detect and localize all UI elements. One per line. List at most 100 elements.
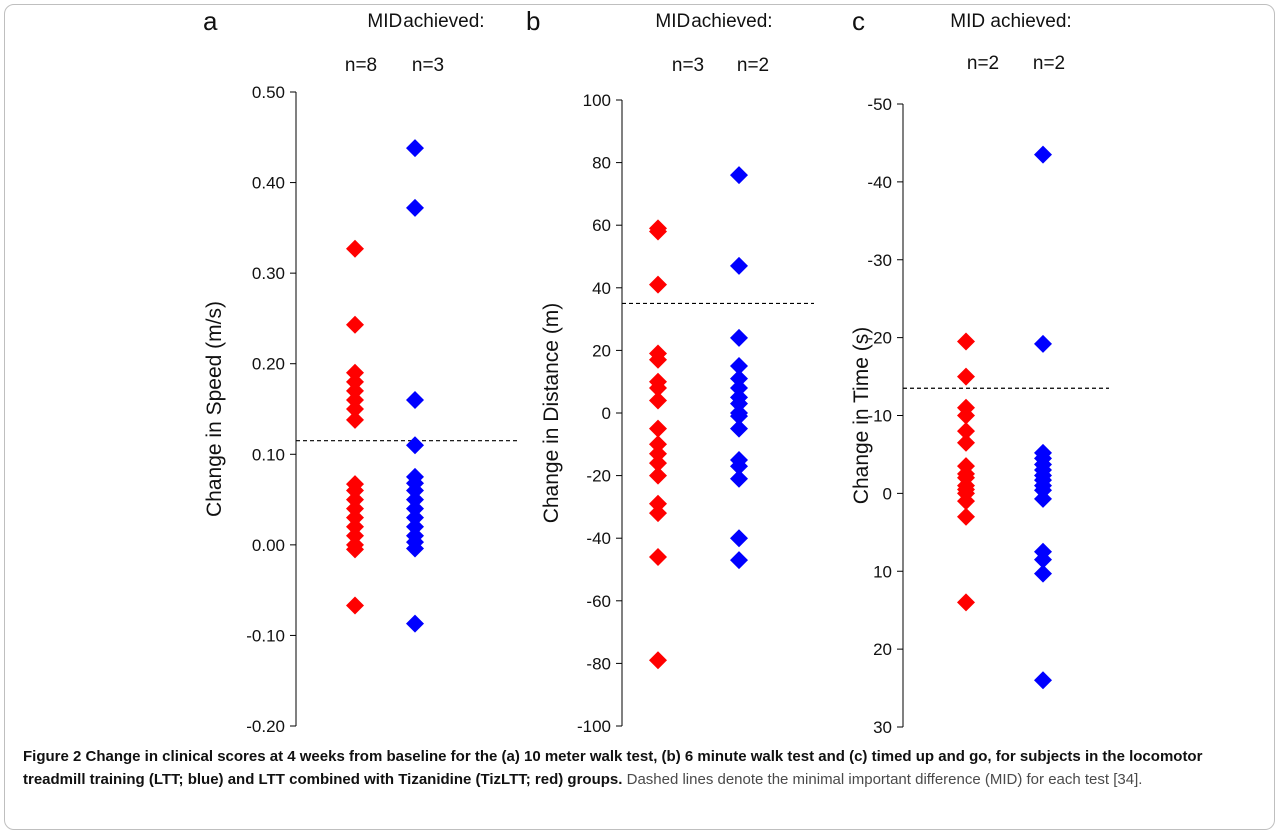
blue-data-point bbox=[730, 394, 748, 413]
red-data-point bbox=[346, 540, 364, 559]
blue-data-point bbox=[406, 539, 424, 558]
red-data-point bbox=[346, 400, 364, 418]
red-data-point bbox=[346, 315, 364, 334]
y-tick-label: -20 bbox=[586, 467, 611, 486]
red-data-point bbox=[346, 372, 364, 391]
blue-data-point bbox=[730, 457, 748, 476]
y-tick-label: 80 bbox=[592, 154, 611, 173]
red-data-point bbox=[957, 332, 975, 351]
red-data-point bbox=[649, 378, 667, 397]
red-data-point bbox=[346, 381, 364, 400]
panel-c: c MID achieved: n=2 n=2 30 20 10 0 -10 -20 -30 -40 -… bbox=[850, 6, 1109, 737]
panel-letter: b bbox=[526, 6, 540, 36]
mid-count-label: n=3 bbox=[672, 55, 704, 76]
blue-data-point bbox=[406, 481, 424, 500]
y-tick-label: 30 bbox=[873, 718, 892, 737]
y-tick-label: 0.50 bbox=[252, 83, 285, 102]
blue-data-point bbox=[406, 614, 424, 633]
red-data-point bbox=[649, 391, 667, 410]
y-axis-label: Change in Speed (m/s) bbox=[203, 301, 226, 517]
red-data-point bbox=[957, 367, 975, 386]
y-tick-label: -0.10 bbox=[246, 626, 285, 645]
y-tick-label: 100 bbox=[583, 91, 611, 110]
red-data-point bbox=[957, 507, 975, 526]
blue-data-point bbox=[1034, 334, 1052, 353]
blue-data-point bbox=[406, 139, 424, 158]
red-data-point bbox=[649, 350, 667, 369]
blue-data-point bbox=[1034, 550, 1052, 569]
red-data-point bbox=[346, 517, 364, 536]
caption-title: Figure 2 Change in clinical scores at 4 … bbox=[23, 748, 1203, 788]
y-tick-label: -60 bbox=[586, 592, 611, 611]
y-tick-label: 60 bbox=[592, 216, 611, 235]
blue-data-point bbox=[730, 166, 748, 185]
red-data-point bbox=[346, 363, 364, 382]
caption-note: Dashed lines denote the minimal importan… bbox=[626, 771, 1143, 788]
blue-data-point bbox=[730, 551, 748, 570]
mid-count-label: n=3 bbox=[412, 55, 444, 76]
blue-data-point bbox=[730, 369, 748, 388]
panel-a: a MIDachieved: n=8 n=3 -0.20 -0.10 0.00 0.10 0.2… bbox=[203, 6, 517, 736]
red-data-point bbox=[346, 410, 364, 429]
mid-count-label: n=2 bbox=[737, 55, 769, 76]
blue-data-point bbox=[1034, 489, 1052, 508]
mid-count-label: n=2 bbox=[1033, 53, 1065, 74]
blue-data-point bbox=[730, 328, 748, 347]
red-data-point bbox=[957, 433, 975, 452]
red-data-point bbox=[649, 466, 667, 485]
red-data-point bbox=[649, 435, 667, 454]
red-data-point bbox=[346, 596, 364, 615]
red-data-point bbox=[957, 406, 975, 425]
blue-data-point bbox=[406, 390, 424, 409]
y-tick-label: 0 bbox=[883, 484, 892, 503]
red-data-point bbox=[649, 419, 667, 438]
red-data-point bbox=[957, 480, 975, 499]
y-axis-label: Change in Time (s) bbox=[850, 327, 873, 504]
y-tick-label: 40 bbox=[592, 279, 611, 298]
red-data-point bbox=[649, 444, 667, 463]
figure-frame: a MIDachieved: n=8 n=3 -0.20 -0.10 0.00 0.10 0.2… bbox=[4, 4, 1275, 830]
blue-data-point bbox=[1034, 564, 1052, 583]
y-tick-label: 0.30 bbox=[252, 264, 285, 283]
blue-data-point bbox=[730, 378, 748, 397]
blue-data-point bbox=[730, 407, 748, 426]
blue-data-point bbox=[406, 508, 424, 527]
y-tick-label: -30 bbox=[867, 251, 892, 270]
red-data-point bbox=[346, 499, 364, 518]
y-tick-label: 0.10 bbox=[252, 445, 285, 464]
blue-data-point bbox=[730, 469, 748, 488]
y-tick-label: -40 bbox=[586, 529, 611, 548]
red-data-point bbox=[346, 390, 364, 409]
y-tick-label: 0.00 bbox=[252, 536, 285, 555]
blue-data-point bbox=[406, 499, 424, 518]
y-tick-label: 0 bbox=[602, 404, 611, 423]
blue-data-point bbox=[406, 436, 424, 455]
y-tick-label: -0.20 bbox=[246, 717, 285, 736]
mid-count-label: n=2 bbox=[967, 53, 999, 74]
y-tick-label: -100 bbox=[577, 717, 611, 736]
blue-data-point bbox=[730, 419, 748, 438]
red-data-point bbox=[649, 454, 667, 473]
red-data-point bbox=[346, 239, 364, 258]
mid-achieved-header: MIDachieved: bbox=[367, 11, 484, 32]
red-data-point bbox=[346, 490, 364, 509]
panel-b: b MIDachieved: n=3 n=2 -100 -80 -60 -40 -20 0 20 40… bbox=[526, 6, 814, 736]
y-tick-label: 10 bbox=[873, 562, 892, 581]
red-data-point bbox=[346, 526, 364, 545]
red-data-point bbox=[957, 422, 975, 441]
red-data-point bbox=[957, 492, 975, 511]
y-tick-label: -10 bbox=[867, 407, 892, 426]
y-tick-label: 20 bbox=[592, 341, 611, 360]
mid-count-label: n=8 bbox=[345, 55, 377, 76]
red-data-point bbox=[649, 275, 667, 294]
blue-data-point bbox=[730, 529, 748, 548]
blue-data-point bbox=[1034, 145, 1052, 164]
blue-data-point bbox=[406, 198, 424, 217]
red-data-point bbox=[649, 504, 667, 523]
figure-plots: a MIDachieved: n=8 n=3 -0.20 -0.10 0.00 0.10 0.2… bbox=[203, 6, 1109, 737]
y-axis-label: Change in Distance (m) bbox=[540, 303, 563, 524]
blue-data-point bbox=[730, 357, 748, 376]
y-tick-label: 0.20 bbox=[252, 355, 285, 374]
red-data-point bbox=[346, 481, 364, 500]
red-data-point bbox=[649, 651, 667, 670]
